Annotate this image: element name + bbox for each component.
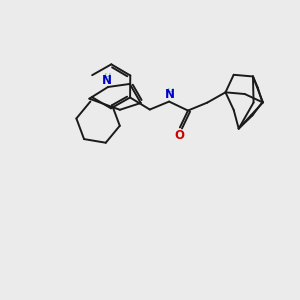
Text: H: H xyxy=(103,74,110,82)
Text: O: O xyxy=(174,129,184,142)
Text: N: N xyxy=(102,74,112,86)
Text: N: N xyxy=(165,88,175,101)
Text: H: H xyxy=(167,88,173,97)
